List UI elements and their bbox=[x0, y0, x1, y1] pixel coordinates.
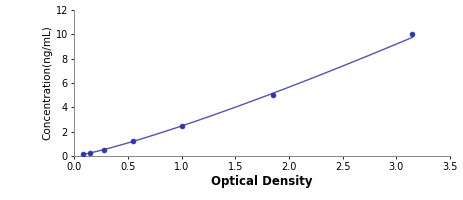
X-axis label: Optical Density: Optical Density bbox=[211, 175, 312, 188]
Y-axis label: Concentration(ng/mL): Concentration(ng/mL) bbox=[43, 26, 53, 140]
